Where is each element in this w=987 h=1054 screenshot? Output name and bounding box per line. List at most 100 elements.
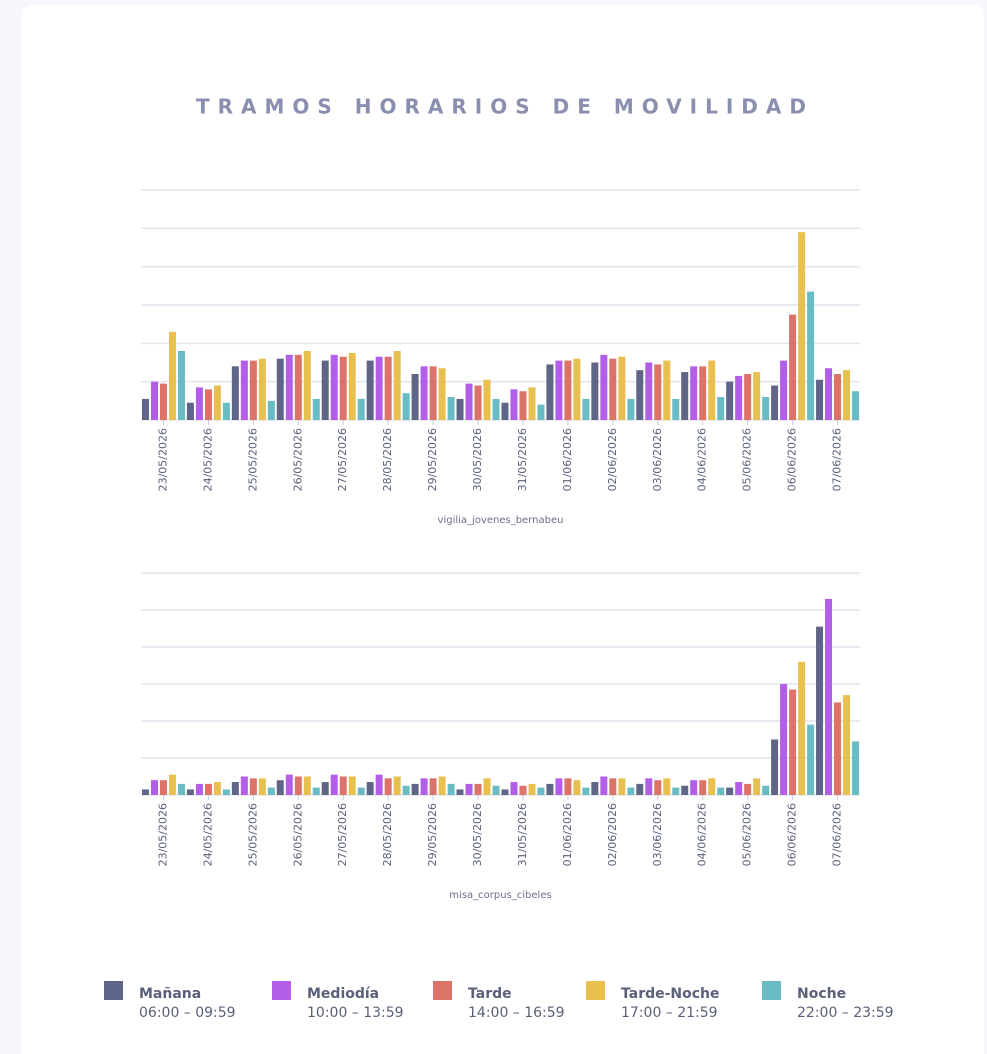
bar	[447, 783, 455, 795]
x-tick-label: 29/05/2026	[426, 803, 439, 866]
legend-range: 14:00 – 16:59	[468, 1005, 565, 1021]
x-tick-label: 06/06/2026	[786, 803, 799, 866]
bar	[402, 785, 410, 795]
legend-label: Mañana	[139, 986, 201, 1002]
bar	[645, 778, 653, 795]
bar	[609, 778, 617, 795]
bar	[402, 393, 410, 420]
bar	[645, 362, 653, 420]
bar	[375, 356, 383, 420]
bar	[474, 783, 482, 795]
bar	[150, 780, 158, 795]
bar	[672, 787, 680, 795]
bar	[618, 778, 626, 795]
bar	[267, 400, 275, 420]
bar	[735, 375, 743, 420]
bar	[330, 774, 338, 795]
legend-label: Noche	[797, 986, 846, 1002]
bar	[537, 404, 545, 420]
bar	[744, 374, 752, 420]
bar	[771, 739, 779, 795]
bar	[303, 776, 311, 795]
x-tick-label: 02/06/2026	[606, 803, 619, 866]
bar	[636, 370, 644, 420]
x-tick-label: 28/05/2026	[381, 803, 394, 866]
bar	[699, 780, 707, 795]
bar	[186, 789, 194, 795]
bar	[528, 387, 536, 420]
bar	[798, 232, 806, 420]
bar	[501, 789, 509, 795]
bar	[474, 385, 482, 420]
bar	[762, 397, 770, 420]
bar	[150, 381, 158, 420]
x-tick-label: 26/05/2026	[291, 428, 304, 491]
bar	[600, 776, 608, 795]
bar	[294, 776, 302, 795]
x-tick-label: 05/06/2026	[741, 803, 754, 866]
bar	[312, 787, 320, 795]
bar	[204, 389, 212, 420]
bar	[249, 778, 257, 795]
x-tick-label: 06/06/2026	[786, 428, 799, 491]
legend-swatch	[272, 981, 291, 1000]
bar	[717, 787, 725, 795]
x-tick-label: 27/05/2026	[336, 803, 349, 866]
bar	[528, 783, 536, 795]
bar	[807, 291, 815, 420]
bar	[294, 354, 302, 420]
bar	[285, 774, 293, 795]
bar	[726, 381, 734, 420]
x-tick-label: 04/06/2026	[696, 428, 709, 491]
bar	[816, 379, 824, 420]
bar	[717, 397, 725, 420]
bar	[483, 778, 491, 795]
bar	[681, 372, 689, 420]
bar	[519, 391, 527, 420]
bar	[222, 402, 230, 420]
legend-swatch	[762, 981, 781, 1000]
bar	[285, 354, 293, 420]
bar	[546, 364, 554, 420]
bar	[249, 360, 257, 420]
x-tick-label: 23/05/2026	[156, 803, 169, 866]
bar	[339, 356, 347, 420]
bar	[510, 389, 518, 420]
x-tick-label: 01/06/2026	[561, 428, 574, 491]
bar	[672, 398, 680, 420]
legend-label: Tarde	[468, 986, 512, 1002]
bar	[303, 351, 311, 420]
bar	[627, 398, 635, 420]
x-tick-label: 07/06/2026	[831, 803, 844, 866]
bar	[843, 695, 851, 795]
bar	[204, 783, 212, 795]
bar	[753, 778, 761, 795]
bar	[834, 702, 842, 795]
bar	[420, 778, 428, 795]
bar	[492, 398, 500, 420]
legend-label: Tarde-Noche	[621, 986, 720, 1002]
bar	[537, 787, 545, 795]
bar	[375, 774, 383, 795]
bar	[573, 358, 581, 420]
bar	[429, 778, 437, 795]
legend-label: Mediodía	[307, 986, 379, 1002]
bar	[816, 626, 824, 795]
bar	[411, 783, 419, 795]
bar	[141, 398, 149, 420]
bar	[276, 358, 284, 420]
bar	[600, 354, 608, 420]
bar	[780, 684, 788, 795]
bar	[168, 774, 176, 795]
bar	[240, 360, 248, 420]
bar	[834, 374, 842, 420]
x-tick-label: 05/06/2026	[741, 428, 754, 491]
bar	[348, 352, 356, 420]
bar	[186, 402, 194, 420]
bar	[321, 782, 329, 795]
bar	[609, 358, 617, 420]
bar	[411, 374, 419, 420]
x-tick-label: 24/05/2026	[201, 428, 214, 491]
x-tick-label: 01/06/2026	[561, 803, 574, 866]
